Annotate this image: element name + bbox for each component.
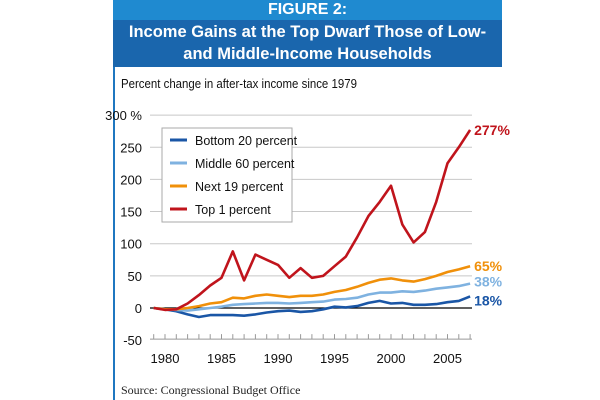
y-tick-label: 150	[120, 205, 142, 220]
end-value-label: 38%	[474, 274, 503, 290]
x-tick-label: 1995	[320, 351, 349, 366]
figure-title: Income Gains at the Top Dwarf Those of L…	[113, 20, 502, 67]
end-value-label: 277%	[474, 122, 510, 138]
title-line-2: and Middle-Income Households	[183, 45, 432, 63]
y-tick-label: -50	[123, 333, 142, 348]
legend-label: Next 19 percent	[195, 180, 284, 194]
y-tick-label: 300 %	[105, 108, 142, 123]
x-tick-label: 1980	[151, 351, 180, 366]
legend-label: Middle 60 percent	[195, 157, 295, 171]
title-line-1: Income Gains at the Top Dwarf Those of L…	[128, 23, 487, 41]
legend-label: Top 1 percent	[195, 203, 271, 217]
y-tick-label: 50	[128, 269, 142, 284]
y-tick-label: 250	[120, 140, 142, 155]
figure-label: FIGURE 2:	[113, 0, 502, 20]
end-value-label: 18%	[474, 292, 503, 308]
legend-box	[161, 127, 293, 223]
series-line-next-19-percent	[153, 264, 471, 311]
series-line-bottom-20-percent	[153, 295, 471, 319]
y-tick-label: 200	[120, 172, 142, 187]
source-note: Source: Congressional Budget Office	[121, 383, 301, 397]
y-tick-label: 100	[120, 237, 142, 252]
y-axis-label: Percent change in after-tax income since…	[121, 76, 357, 91]
x-tick-label: 2005	[433, 351, 462, 366]
legend-label: Bottom 20 percent	[195, 134, 298, 148]
series-line-top-1-percent	[153, 129, 472, 312]
x-tick-label: 2000	[377, 351, 406, 366]
x-tick-label: 1990	[264, 351, 293, 366]
series-line-middle-60-percent	[153, 282, 471, 312]
y-tick-label: 0	[135, 301, 142, 316]
x-tick-label: 1985	[207, 351, 236, 366]
end-value-label: 65%	[474, 258, 503, 274]
